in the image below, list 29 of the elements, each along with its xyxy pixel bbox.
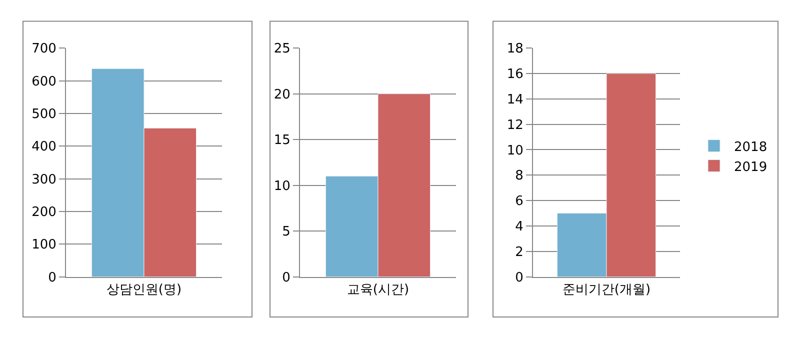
y-tick-label: 0: [515, 270, 524, 286]
y-tick-label: 6: [515, 194, 524, 210]
y-tick-label: 2: [515, 244, 524, 260]
y-tick-label: 12: [506, 118, 524, 133]
x-tick-label: 교육(시간): [346, 282, 410, 298]
y-tick-label: 600: [32, 74, 56, 90]
y-tick-label: 8: [515, 168, 524, 184]
legend-label: 2019: [734, 160, 768, 175]
y-tick-label: 25: [274, 42, 290, 57]
legend-label: 2018: [734, 140, 768, 155]
y-tick-label: 400: [32, 140, 56, 155]
y-tick-label: 0: [48, 270, 56, 286]
y-tick-label: 14: [506, 92, 524, 108]
y-tick-label: 4: [515, 220, 524, 235]
y-tick-label: 20: [274, 87, 290, 102]
y-tick-label: 300: [32, 172, 56, 188]
y-tick-label: 5: [282, 224, 290, 240]
y-tick-label: 700: [32, 42, 56, 57]
y-tick-label: 18: [506, 42, 524, 57]
y-tick-label: 10: [506, 143, 524, 158]
y-tick-label: 16: [506, 67, 524, 82]
x-tick-label: 상담인원(명): [106, 282, 182, 298]
y-tick-label: 10: [274, 178, 290, 194]
y-tick-label: 200: [32, 205, 56, 220]
y-tick-label: 500: [32, 106, 56, 122]
x-tick-label: 준비기간(개월): [562, 282, 651, 298]
y-tick-label: 0: [282, 270, 290, 286]
y-tick-label: 15: [274, 133, 290, 148]
y-tick-label: 100: [32, 238, 56, 253]
